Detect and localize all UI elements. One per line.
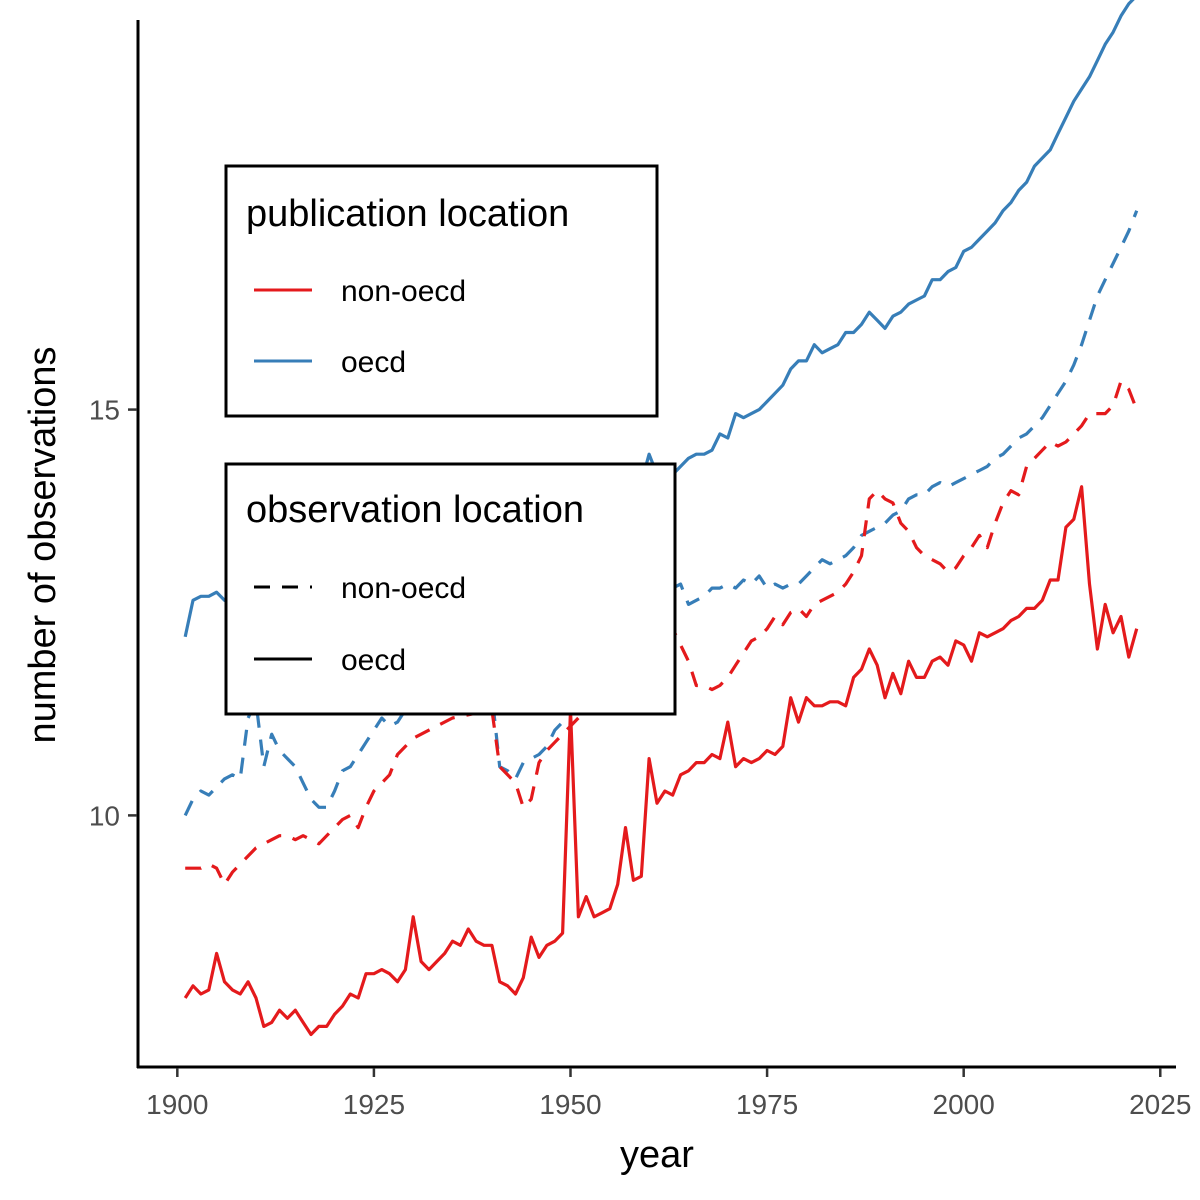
series-line-pub-oecd-obs-non-oecd bbox=[183, 210, 1139, 817]
legend-title: observation location bbox=[246, 489, 584, 531]
x-tick-label: 1950 bbox=[539, 1089, 601, 1120]
x-axis-ticks: 1900 1925 1950 1975 2000 2025 bbox=[146, 1068, 1191, 1120]
legend-box bbox=[224, 462, 677, 716]
series-line-pub-non-oecd-obs-non-oecd bbox=[185, 379, 1139, 887]
legend-label-oecd: oecd bbox=[341, 644, 406, 677]
series-line-pub-non-oecd-obs-oecd bbox=[183, 485, 1139, 1037]
x-axis-title: year bbox=[620, 1134, 694, 1176]
y-axis-title: number of observations bbox=[22, 346, 64, 743]
y-axis-ticks: 10 15 bbox=[89, 395, 137, 831]
legend-label-oecd: oecd bbox=[341, 346, 406, 379]
legend-label-non-oecd: non-oecd bbox=[341, 275, 466, 308]
legend-observation-location: observation location non-oecd oecd bbox=[224, 462, 677, 716]
x-tick-label: 2000 bbox=[933, 1089, 995, 1120]
x-tick-label: 2025 bbox=[1129, 1089, 1191, 1120]
legend-label-non-oecd: non-oecd bbox=[341, 572, 466, 605]
legend-title: publication location bbox=[246, 193, 569, 235]
y-tick-label: 15 bbox=[89, 395, 120, 426]
legend-publication-location: publication location non-oecd oecd bbox=[224, 164, 659, 418]
y-tick-label: 10 bbox=[89, 800, 120, 831]
x-tick-label: 1975 bbox=[736, 1089, 798, 1120]
x-tick-label: 1925 bbox=[343, 1089, 405, 1120]
x-tick-label: 1900 bbox=[146, 1089, 208, 1120]
